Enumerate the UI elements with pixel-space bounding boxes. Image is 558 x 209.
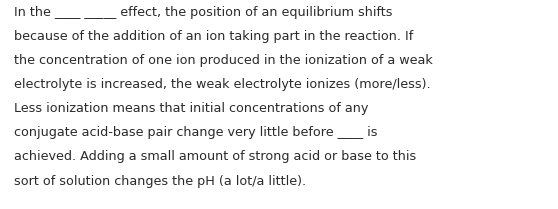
Text: conjugate acid-base pair change very little before ____ is: conjugate acid-base pair change very lit… [14, 126, 377, 139]
Text: Less ionization means that initial concentrations of any: Less ionization means that initial conce… [14, 102, 368, 115]
Text: because of the addition of an ion taking part in the reaction. If: because of the addition of an ion taking… [14, 30, 413, 43]
Text: sort of solution changes the pH (a lot/a little).: sort of solution changes the pH (a lot/a… [14, 175, 306, 187]
Text: achieved. Adding a small amount of strong acid or base to this: achieved. Adding a small amount of stron… [14, 150, 416, 163]
Text: electrolyte is increased, the weak electrolyte ionizes (more/less).: electrolyte is increased, the weak elect… [14, 78, 431, 91]
Text: the concentration of one ion produced in the ionization of a weak: the concentration of one ion produced in… [14, 54, 432, 67]
Text: In the ____ _____ effect, the position of an equilibrium shifts: In the ____ _____ effect, the position o… [14, 6, 392, 19]
